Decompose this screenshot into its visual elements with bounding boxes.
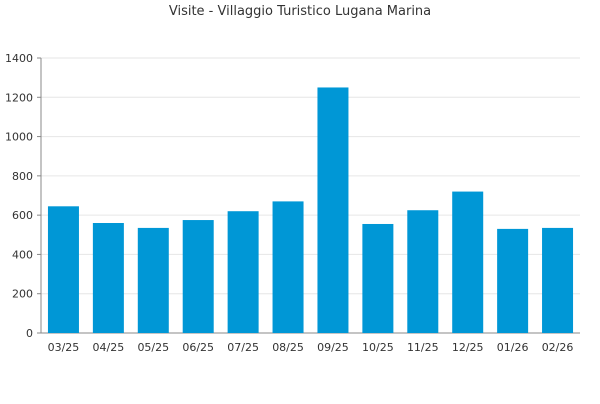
bar <box>182 220 214 333</box>
bar <box>47 206 79 333</box>
bar <box>137 227 169 333</box>
bar <box>497 228 529 333</box>
bar <box>92 223 124 333</box>
x-tick-label: 01/26 <box>497 341 529 354</box>
y-tick-label: 600 <box>12 209 33 222</box>
x-tick-label: 12/25 <box>452 341 484 354</box>
x-tick-label: 09/25 <box>317 341 349 354</box>
bar <box>272 201 304 333</box>
y-tick-label: 1400 <box>5 52 33 65</box>
bar <box>452 191 484 333</box>
x-tick-label: 05/25 <box>137 341 169 354</box>
chart-title: Visite - Villaggio Turistico Lugana Mari… <box>168 4 432 19</box>
x-tick-label: 06/25 <box>182 341 214 354</box>
bar <box>362 223 394 333</box>
y-tick-label: 200 <box>12 288 33 301</box>
x-tick-label: 10/25 <box>362 341 394 354</box>
y-tick-label: 800 <box>12 170 33 183</box>
y-tick-label: 1200 <box>5 91 33 104</box>
bar <box>317 87 349 333</box>
y-tick-label: 400 <box>12 248 33 261</box>
bar <box>407 210 439 333</box>
y-tick-label: 1000 <box>5 131 33 144</box>
x-tick-label: 08/25 <box>272 341 304 354</box>
bar <box>227 211 259 333</box>
x-tick-label: 02/26 <box>542 341 574 354</box>
y-tick-label: 0 <box>26 327 33 340</box>
x-tick-label: 07/25 <box>227 341 259 354</box>
x-tick-label: 03/25 <box>48 341 80 354</box>
bar <box>542 227 574 333</box>
x-tick-label: 04/25 <box>93 341 125 354</box>
x-tick-label: 11/25 <box>407 341 439 354</box>
